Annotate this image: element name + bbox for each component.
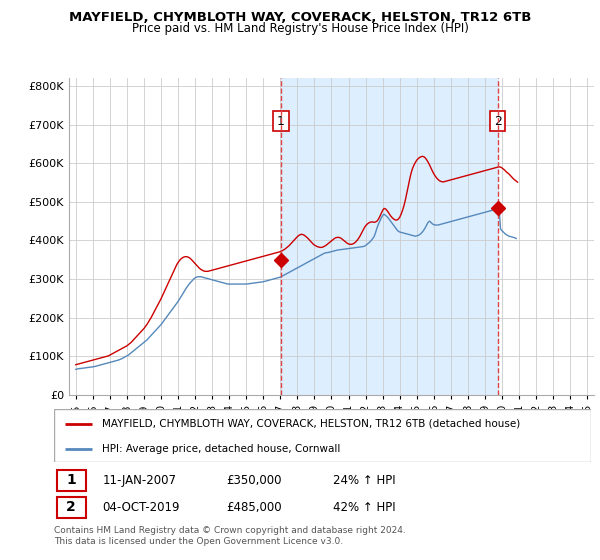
Text: MAYFIELD, CHYMBLOTH WAY, COVERACK, HELSTON, TR12 6TB (detached house): MAYFIELD, CHYMBLOTH WAY, COVERACK, HELST…: [103, 419, 521, 429]
Text: 24% ↑ HPI: 24% ↑ HPI: [333, 474, 396, 487]
Text: 1: 1: [67, 473, 76, 487]
Text: MAYFIELD, CHYMBLOTH WAY, COVERACK, HELSTON, TR12 6TB: MAYFIELD, CHYMBLOTH WAY, COVERACK, HELST…: [69, 11, 531, 24]
Text: Contains HM Land Registry data © Crown copyright and database right 2024.
This d: Contains HM Land Registry data © Crown c…: [54, 526, 406, 546]
Text: 04-OCT-2019: 04-OCT-2019: [103, 501, 180, 514]
Text: 11-JAN-2007: 11-JAN-2007: [103, 474, 176, 487]
Text: 42% ↑ HPI: 42% ↑ HPI: [333, 501, 396, 514]
FancyBboxPatch shape: [54, 409, 591, 462]
Text: Price paid vs. HM Land Registry's House Price Index (HPI): Price paid vs. HM Land Registry's House …: [131, 22, 469, 35]
Text: 1: 1: [277, 115, 285, 128]
Bar: [281, 78, 497, 395]
Text: 2: 2: [67, 500, 76, 514]
FancyBboxPatch shape: [56, 497, 86, 517]
FancyBboxPatch shape: [56, 469, 86, 491]
Text: HPI: Average price, detached house, Cornwall: HPI: Average price, detached house, Corn…: [103, 444, 341, 454]
Text: £350,000: £350,000: [226, 474, 281, 487]
Text: 2: 2: [494, 115, 502, 128]
Text: £485,000: £485,000: [226, 501, 281, 514]
